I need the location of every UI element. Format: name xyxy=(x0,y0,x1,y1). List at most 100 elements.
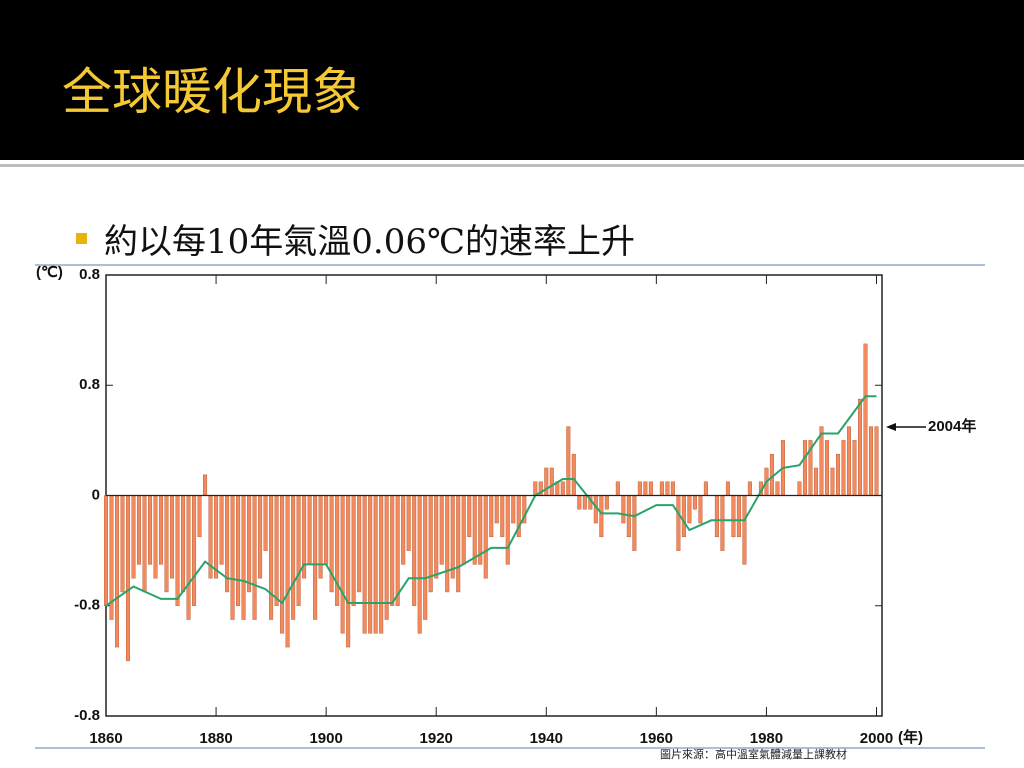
bar xyxy=(681,495,686,538)
y-tick-label: 0.8 xyxy=(79,376,100,393)
bar xyxy=(489,495,494,538)
bar xyxy=(472,495,477,565)
bar xyxy=(247,495,252,593)
x-tick-label: 1900 xyxy=(309,730,342,747)
bar xyxy=(296,495,301,606)
bar xyxy=(632,495,637,551)
bar xyxy=(560,481,565,496)
bar xyxy=(813,467,818,496)
bar xyxy=(148,495,153,565)
bar xyxy=(384,495,389,620)
annotation: 2004年 xyxy=(928,417,976,435)
bullet-icon xyxy=(76,233,87,244)
header-bar xyxy=(0,0,1024,160)
bar xyxy=(549,467,554,496)
bar xyxy=(731,495,736,538)
bar xyxy=(687,495,692,524)
bar xyxy=(340,495,345,634)
x-tick-label: 1980 xyxy=(750,730,783,747)
x-tick-label: 1920 xyxy=(420,730,453,747)
bar xyxy=(203,474,208,496)
bar xyxy=(318,495,323,579)
bar xyxy=(841,440,846,496)
bar xyxy=(637,481,642,496)
trend-line xyxy=(105,395,877,607)
bar xyxy=(505,495,510,565)
bar xyxy=(115,495,120,648)
bar xyxy=(368,495,373,634)
bar xyxy=(874,426,879,496)
bar xyxy=(467,495,472,538)
bar xyxy=(802,440,807,496)
bar xyxy=(824,440,829,496)
x-tick-label: 1960 xyxy=(640,730,673,747)
bar xyxy=(643,481,648,496)
y-tick-label: -0.8 xyxy=(74,597,100,614)
bar xyxy=(720,495,725,551)
bar xyxy=(544,467,549,496)
bar xyxy=(775,481,780,496)
bar xyxy=(692,495,697,510)
bar xyxy=(439,495,444,565)
bar xyxy=(445,495,450,593)
bar xyxy=(291,495,296,620)
bullet-text: 約以每10年氣溫0.06℃的速率上升 xyxy=(104,222,636,262)
bar xyxy=(324,495,329,565)
divider xyxy=(0,164,1024,167)
bar xyxy=(192,495,197,606)
bar xyxy=(269,495,274,620)
bar xyxy=(252,495,257,620)
annotation-arrowhead xyxy=(886,423,896,431)
bar xyxy=(571,453,576,496)
bar xyxy=(186,495,191,620)
bar xyxy=(214,495,219,579)
bar xyxy=(373,495,378,634)
bar xyxy=(698,495,703,524)
bar xyxy=(456,495,461,593)
bar xyxy=(599,495,604,538)
bar xyxy=(126,495,131,662)
bar xyxy=(670,481,675,496)
bar xyxy=(395,495,400,606)
bar xyxy=(131,495,136,579)
bar xyxy=(566,426,571,496)
bar xyxy=(236,495,241,606)
bar xyxy=(181,495,186,593)
bar xyxy=(461,495,466,565)
bar xyxy=(857,398,862,496)
bar xyxy=(725,481,730,496)
bar xyxy=(577,495,582,510)
x-tick-label: 1940 xyxy=(530,730,563,747)
y-tick-label: -0.8 xyxy=(74,707,100,724)
bar xyxy=(175,495,180,606)
bar xyxy=(313,495,318,620)
bar xyxy=(103,495,108,606)
bar xyxy=(230,495,235,620)
bar xyxy=(863,343,868,496)
bar xyxy=(736,495,741,538)
bar xyxy=(362,495,367,634)
bar xyxy=(401,495,406,565)
bar xyxy=(153,495,158,579)
bar xyxy=(703,481,708,496)
bar xyxy=(417,495,422,634)
bar xyxy=(280,495,285,634)
bar xyxy=(285,495,290,648)
bar xyxy=(258,495,263,579)
bar xyxy=(219,495,224,565)
bar xyxy=(483,495,488,579)
source-note: 圖片來源：高中溫室氣體減量上課教材 xyxy=(660,748,847,761)
bar xyxy=(412,495,417,606)
bar xyxy=(533,481,538,496)
bar xyxy=(714,495,719,538)
bar xyxy=(357,495,362,593)
bar xyxy=(120,495,125,593)
bar xyxy=(494,495,499,524)
bar xyxy=(434,495,439,579)
bar xyxy=(665,481,670,496)
bar xyxy=(142,495,147,593)
bar xyxy=(797,481,802,496)
bar xyxy=(137,495,142,565)
